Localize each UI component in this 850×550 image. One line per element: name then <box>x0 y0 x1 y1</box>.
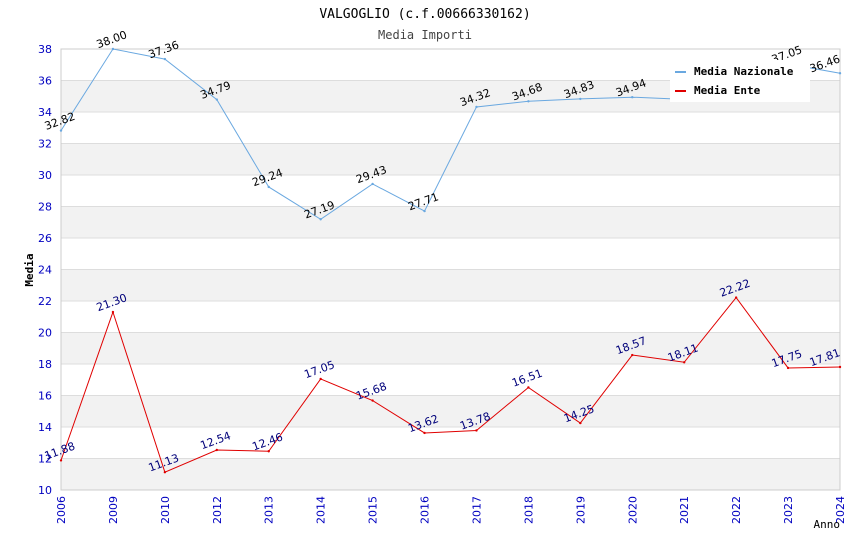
y-tick-label: 32 <box>38 138 52 151</box>
grid-band <box>61 269 840 301</box>
data-label: 37.36 <box>147 38 181 61</box>
legend-entry: Media Ente <box>694 84 761 97</box>
x-tick-label: 2009 <box>107 496 120 524</box>
y-tick-label: 20 <box>38 327 52 340</box>
grid-band <box>61 206 840 238</box>
data-point <box>371 399 374 402</box>
x-tick-label: 2024 <box>834 496 847 524</box>
data-point <box>215 448 218 452</box>
data-point <box>59 459 63 462</box>
data-point <box>267 185 270 189</box>
y-tick-label: 36 <box>38 75 52 88</box>
x-tick-label: 2006 <box>55 496 68 524</box>
x-tick-label: 2017 <box>470 496 483 524</box>
data-point <box>475 429 478 432</box>
data-point <box>319 377 322 381</box>
data-point <box>371 182 374 186</box>
chart-title: VALGOGLIO (c.f.00666330162) <box>319 7 530 22</box>
x-tick-label: 2021 <box>678 496 691 524</box>
x-axis-label: Anno <box>814 518 841 531</box>
y-tick-label: 18 <box>38 358 52 371</box>
data-label: 12.54 <box>199 429 233 452</box>
y-tick-label: 16 <box>38 390 52 403</box>
grid-band <box>61 395 840 427</box>
x-tick-label: 2020 <box>626 496 639 524</box>
x-tick-label: 2018 <box>522 496 535 524</box>
y-tick-label: 24 <box>38 264 52 277</box>
x-tick-label: 2010 <box>159 496 172 524</box>
data-label: 36.46 <box>808 52 842 75</box>
x-tick-label: 2023 <box>782 496 795 524</box>
legend: Media Nazionale Media Ente <box>670 60 810 102</box>
y-tick-label: 30 <box>38 169 52 182</box>
grid-band <box>61 458 840 490</box>
data-point <box>423 431 426 435</box>
data-label: 16.51 <box>510 367 544 390</box>
x-tick-label: 2012 <box>211 496 224 524</box>
data-point <box>527 100 530 103</box>
data-point <box>111 47 115 51</box>
data-point <box>683 361 686 364</box>
data-point <box>111 310 115 314</box>
y-tick-label: 28 <box>38 201 52 214</box>
y-tick-label: 38 <box>38 43 52 56</box>
data-point <box>267 450 270 453</box>
data-point <box>475 105 478 109</box>
y-tick-label: 22 <box>38 295 52 308</box>
y-tick-label: 12 <box>38 453 52 466</box>
data-point <box>319 218 322 221</box>
data-point <box>59 129 63 132</box>
legend-entry: Media Nazionale <box>694 65 794 78</box>
grid-band <box>61 332 840 364</box>
y-tick-label: 10 <box>38 484 52 497</box>
y-axis-label: Media <box>23 253 36 286</box>
x-tick-label: 2019 <box>574 496 587 524</box>
legend-box <box>670 60 810 102</box>
x-tick-label: 2014 <box>315 496 328 524</box>
x-tick-label: 2022 <box>730 496 743 524</box>
y-tick-label: 34 <box>38 106 52 119</box>
data-label: 12.46 <box>251 430 285 453</box>
data-point <box>163 471 167 474</box>
data-point <box>423 209 426 213</box>
data-label: 38.00 <box>95 28 129 51</box>
data-point <box>527 386 530 389</box>
data-point <box>215 98 218 101</box>
plot-frame <box>60 48 841 491</box>
x-tick-label: 2015 <box>367 496 380 524</box>
data-point <box>579 97 582 101</box>
x-tick-label: 2013 <box>263 496 276 524</box>
data-point <box>838 365 842 369</box>
data-point <box>734 296 738 299</box>
series-line-media-ente <box>60 296 841 473</box>
data-point <box>786 366 790 370</box>
data-point <box>838 72 842 75</box>
x-tick-label: 2016 <box>419 496 432 524</box>
data-point <box>631 353 634 357</box>
data-point <box>163 57 167 61</box>
y-tick-label: 14 <box>38 421 52 434</box>
data-point <box>579 421 582 425</box>
data-point <box>631 95 634 99</box>
chart-subtitle: Media Importi <box>378 28 472 42</box>
y-tick-label: 26 <box>38 232 52 245</box>
